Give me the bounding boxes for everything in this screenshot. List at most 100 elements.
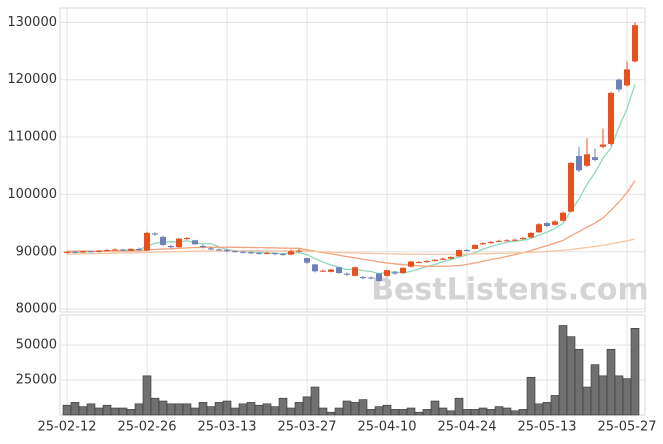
volume-bar [118,407,128,416]
volume-bar [158,400,168,416]
candle-body [160,236,166,245]
volume-bar [238,403,248,416]
volume-bar [574,348,584,416]
candle-body [296,250,302,252]
volume-bar [358,399,368,416]
volume-bar [310,386,320,416]
candle-body [576,155,582,171]
x-tick-label: 25-04-24 [437,420,496,435]
candle-body [568,162,574,212]
volume-bar [502,407,512,416]
volume-bar [86,403,96,416]
volume-bar [374,406,384,416]
y-tick-label: 80000 [16,302,57,317]
volume-bar [214,402,224,416]
candle-body [512,239,518,241]
volume-bar [246,402,256,416]
candle-body [320,270,326,272]
candle-body [288,251,294,255]
volume-bar [366,409,376,416]
candle-body [240,251,246,253]
volume-bar [510,410,520,416]
y-tick-label: 130000 [7,15,57,30]
volume-bar [294,402,304,416]
candle-body [448,256,454,259]
volume-bar [206,406,216,416]
volume-bar [278,397,288,416]
candle-body [504,240,510,242]
volume-bar [334,407,344,416]
volume-bar [94,407,104,416]
x-tick-label: 25-03-27 [277,420,336,435]
candle-body [600,144,606,147]
volume-bar [382,404,392,416]
candle-body [416,262,422,264]
volume-bar [262,403,272,416]
candle-body [552,221,558,225]
candle-body [112,249,118,251]
volume-bar [534,403,544,416]
candle-body [184,238,190,240]
volume-bar [62,404,72,416]
volume-bar [614,375,624,416]
candle-body [208,248,214,250]
candle-body [144,232,150,251]
candle-body [72,251,78,253]
volume-bar [390,409,400,416]
volume-bar [582,386,592,416]
candle-body [592,157,598,160]
y-tick-label: 100000 [7,187,57,202]
candle-body [168,246,174,248]
volume-bar [470,409,480,416]
volume-bar [406,407,416,416]
volume-bar [566,336,576,416]
watermark: BestListens.com [371,273,649,308]
volume-bar [102,404,112,416]
x-tick-label: 25-03-13 [197,420,256,435]
volume-bar [590,364,600,416]
volume-bar [198,402,208,416]
candle-body [272,252,278,255]
candle-body [256,252,262,254]
volume-bar [254,404,264,416]
y-tick-label: 120000 [7,72,57,87]
x-tick-label: 25-05-27 [597,420,656,435]
volume-bar [478,407,488,416]
volume-bar [270,406,280,416]
volume-bar [174,403,184,416]
volume-bar [606,348,616,416]
x-tick-label: 25-02-12 [37,420,96,435]
candle-body [632,25,638,62]
candle-body [560,212,566,221]
volume-bar [486,409,496,416]
candle-body [584,154,590,166]
candle-body [520,238,526,240]
candle-body [104,250,110,252]
volume-bar [526,376,536,416]
volume-bar [422,409,432,416]
volume-bar [518,409,528,416]
candle-body [352,267,358,276]
volume-bar [438,407,448,416]
volume-bar [286,407,296,416]
volume-bar [142,375,152,416]
volume-bar [326,411,336,416]
volume-bar [430,400,440,416]
volume-bar [598,375,608,416]
candle-body [424,260,430,263]
candle-body [496,240,502,242]
candle-body [248,252,254,254]
x-tick-label: 25-05-13 [517,420,576,435]
candle-body [176,238,182,248]
candle-body [96,250,102,252]
candle-body [624,69,630,86]
candle-body [232,251,238,253]
candle-body [224,250,230,252]
volume-bar [542,402,552,416]
volume-bar [126,409,136,416]
candle-body [312,264,318,272]
candle-body [192,240,198,245]
candle-body [152,233,158,235]
price-panel [59,7,646,313]
candle-body [376,273,382,282]
